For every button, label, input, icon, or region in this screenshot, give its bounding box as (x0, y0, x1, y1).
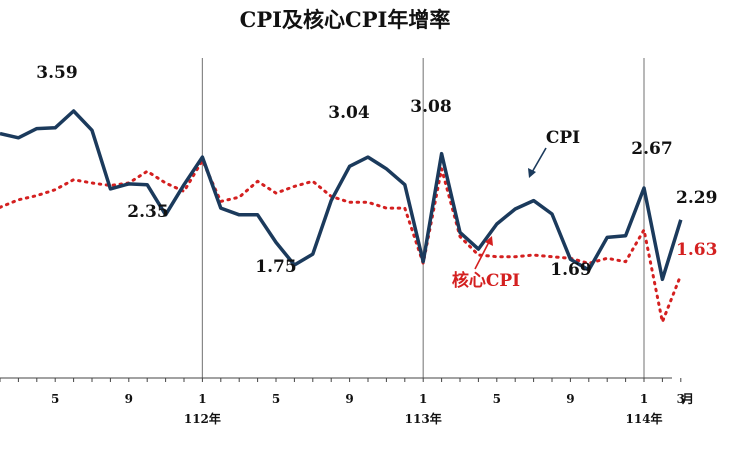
x-year-label: 114年 (625, 411, 662, 426)
x-tick-label: 1 (640, 392, 648, 406)
data-labels: 3.59 2.35 1.75 3.04 3.08 CPI 1.69 2.67 2… (36, 63, 717, 291)
chart-title: CPI及核心CPI年增率 (240, 7, 451, 32)
x-tick-label: 1 (198, 392, 206, 406)
label-cpi-series-name: CPI (546, 128, 580, 148)
label-cpi-2.35: 2.35 (127, 202, 168, 222)
x-tick-label: 5 (272, 392, 280, 406)
label-cpi-1.69: 1.69 (550, 260, 591, 280)
series-line-cpi (0, 109, 683, 282)
label-cpi-3.08: 3.08 (410, 97, 451, 117)
x-year-label: 112年 (184, 411, 221, 426)
x-tick-label: 1 (419, 392, 427, 406)
x-axis-unit: 月 (681, 392, 694, 406)
x-year-label: 113年 (405, 411, 442, 426)
label-cpi-1.75: 1.75 (255, 257, 296, 277)
series-line-core-cpi (0, 158, 683, 324)
x-tick-label: 9 (125, 392, 133, 406)
series-label-arrows (474, 147, 547, 270)
x-tick-label: 3 (677, 392, 685, 406)
label-cpi-3.04: 3.04 (328, 103, 370, 123)
label-cpi-2.67: 2.67 (631, 139, 672, 159)
cpi-label-arrowhead (528, 168, 536, 178)
label-cpi-2.29: 2.29 (676, 188, 717, 208)
core-cpi-label-arrowhead (485, 236, 493, 246)
x-tick-label: 5 (493, 392, 501, 406)
label-core-cpi-1.63: 1.63 (676, 240, 717, 260)
x-tick-label: 9 (345, 392, 353, 406)
cpi-label-arrow (530, 147, 547, 175)
year-dividers (201, 58, 645, 378)
label-core-cpi-series-name: 核心CPI (452, 270, 520, 291)
label-cpi-3.59: 3.59 (36, 63, 77, 83)
core-cpi-label-arrow (474, 239, 491, 270)
x-tick-label: 9 (566, 392, 574, 406)
x-tick-label: 5 (51, 392, 59, 406)
